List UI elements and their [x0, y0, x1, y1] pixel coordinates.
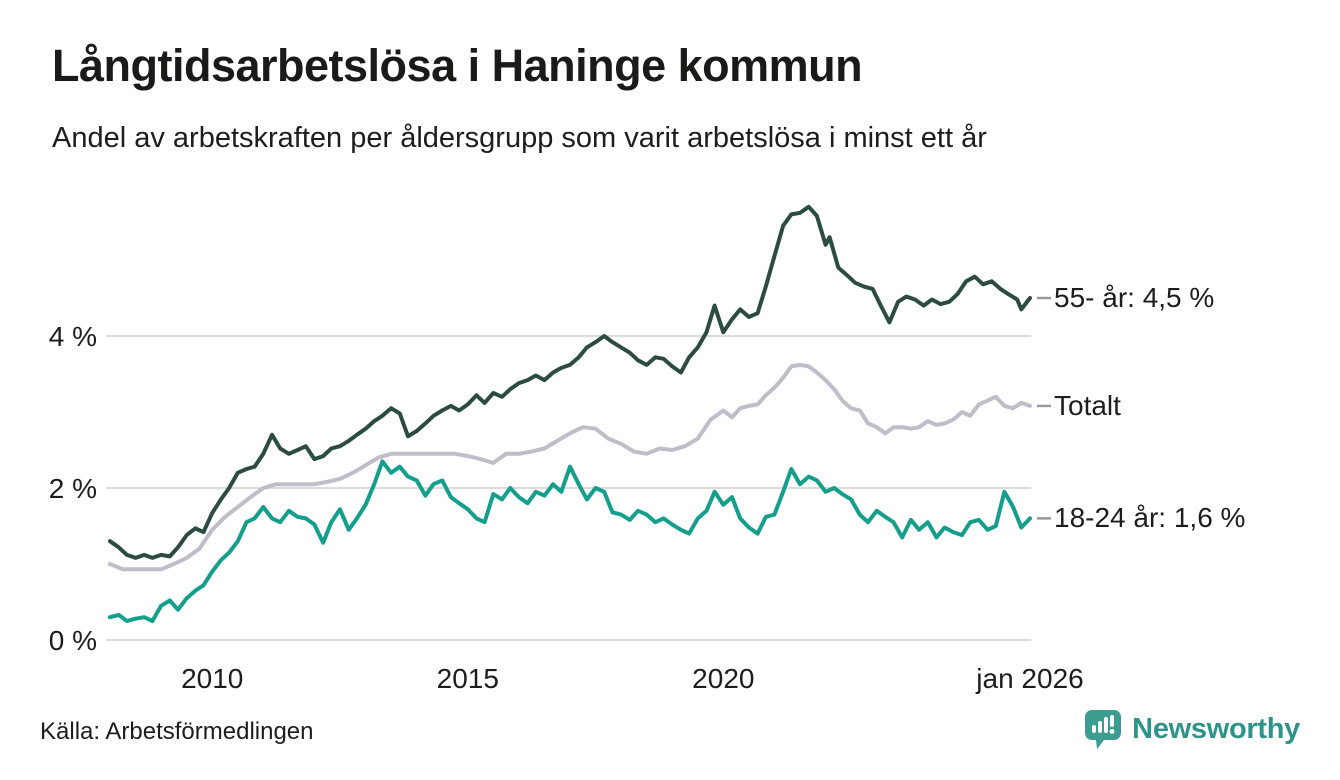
x-tick-label: 2020: [692, 663, 754, 694]
y-tick-label: 0 %: [49, 625, 97, 656]
newsworthy-wordmark: Newsworthy: [1132, 712, 1300, 745]
y-tick-label: 2 %: [49, 473, 97, 504]
series-line-18-24-ar: [108, 459, 1032, 623]
x-tick-label: 2010: [181, 663, 243, 694]
series-line-55-ar: [108, 204, 1032, 560]
x-tick-label: 2015: [437, 663, 499, 694]
series-label-18-24-ar: 18-24 år: 1,6 %: [1054, 502, 1246, 534]
page-title: Långtidsarbetslösa i Haninge kommun: [52, 40, 863, 91]
y-tick-label: 4 %: [49, 321, 97, 352]
series-line-totalt: [108, 362, 1032, 572]
series-label-55-ar: 55- år: 4,5 %: [1054, 282, 1215, 313]
newsworthy-logo[interactable]: Newsworthy: [1083, 708, 1300, 750]
chart-subtitle: Andel av arbetskraften per åldersgrupp s…: [52, 122, 987, 154]
series-label-totalt: Totalt: [1054, 389, 1121, 421]
source-attribution: Källa: Arbetsförmedlingen: [40, 718, 314, 745]
x-tick-label: jan 2026: [975, 663, 1083, 694]
newsworthy-bar-chart-bubble-icon: [1085, 710, 1122, 749]
